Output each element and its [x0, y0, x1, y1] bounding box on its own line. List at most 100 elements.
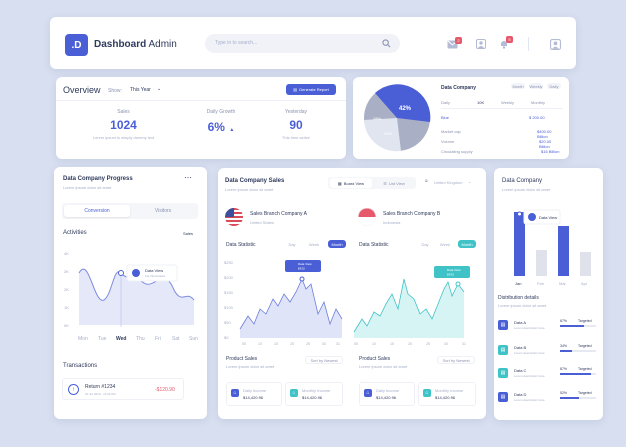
pie-slice-light — [364, 118, 401, 152]
report-icon: ▤ — [293, 87, 297, 92]
transaction-title: Return #1234 — [85, 384, 116, 390]
pie-chart[interactable]: 42% 30% 28% — [359, 80, 437, 156]
bar-apr — [580, 252, 591, 276]
distribution-item[interactable]: ▤ Data C Lorem description here 87% Targ… — [498, 366, 598, 382]
tab-conversion[interactable]: Conversion — [64, 205, 130, 217]
y-tick: 4K — [64, 251, 69, 256]
item-name: Data C — [514, 368, 527, 373]
search-placeholder: Type in to search... — [215, 40, 258, 46]
day-tick: Mon — [78, 336, 88, 342]
item-target: Targeted — [578, 367, 592, 371]
y-tick: $0 — [224, 335, 229, 340]
highlight-point — [118, 270, 124, 276]
income-card[interactable]: ⌂ Daily Income $14,420.96 — [226, 382, 282, 406]
show-select[interactable]: This Year — [130, 87, 151, 93]
th-daily[interactable]: Daily — [441, 100, 450, 105]
home-icon: ⌂ — [364, 389, 372, 397]
x-tick: 05 — [242, 342, 246, 346]
x-tick: 15 — [390, 342, 394, 346]
app-title: Dashboard — [94, 39, 147, 50]
header-bar: .D Dashboard Admin Type in to search... … — [50, 17, 576, 69]
stat-label: Daily Growth — [206, 109, 236, 115]
area-fill — [79, 269, 194, 325]
period-day-b[interactable]: Day — [421, 241, 429, 247]
statistic-chart-a[interactable]: $250 $200 $150 $100 $50 $0 Data View $42… — [218, 254, 352, 346]
progress-card: Data Company Progress Lorem ipsum dolor … — [54, 167, 207, 419]
pill-daily[interactable]: Daily — [547, 83, 561, 89]
search-icon[interactable] — [382, 39, 391, 48]
income-value: $14,420.96 — [435, 395, 456, 400]
list-view-button[interactable]: ☰ List View — [373, 178, 415, 188]
area-fill — [354, 279, 464, 338]
search-input[interactable]: Type in to search... — [205, 34, 400, 53]
period-day-a[interactable]: Day — [288, 241, 296, 247]
y-tick: $100 — [224, 305, 234, 310]
company-a-location: United States — [250, 220, 275, 225]
row-label: Market cap — [441, 129, 461, 134]
item-percent: 67% — [560, 319, 568, 323]
x-tick: 30 — [322, 342, 326, 346]
chevron-down-icon[interactable]: ⌄ — [157, 86, 162, 92]
month-tick: Mar — [559, 281, 567, 286]
day-tick: Fri — [155, 336, 161, 342]
sort-select-a[interactable]: Sort by Newest — [305, 356, 343, 364]
statistic-chart-b[interactable]: Data View $420 05 10 15 20 25 30 31 — [352, 254, 486, 346]
tab-visitors[interactable]: Visitors — [154, 208, 172, 214]
x-tick: 05 — [354, 342, 358, 346]
right-title: Data Company — [502, 178, 543, 184]
progress-track — [560, 397, 596, 399]
period-week-a[interactable]: Week — [308, 241, 320, 247]
transaction-item[interactable]: ↑ Return #1234 20 Jul 2020 - 11:00 AM -$… — [62, 378, 184, 400]
pie-card-title: Data Company — [441, 85, 477, 91]
app-title-suffix: Admin — [148, 39, 177, 50]
pie-row: Volume $20.00 Billion — [441, 139, 563, 149]
pie-row-line — [441, 108, 563, 109]
y-tick: $250 — [224, 260, 234, 265]
divider — [528, 37, 529, 51]
user-icon[interactable] — [476, 39, 486, 49]
item-percent: 87% — [560, 367, 568, 371]
view-toggle: ▦ Board View ☰ List View — [328, 177, 416, 189]
income-card[interactable]: ⌂ Monthly Income $14,420.96 — [418, 382, 476, 406]
chevron-down-icon[interactable]: ⌄ — [468, 179, 472, 184]
x-tick: 31 — [336, 342, 340, 346]
distribution-item[interactable]: ▤ Data D Lorem description here 52% Targ… — [498, 390, 598, 406]
pill-month[interactable]: Month — [511, 83, 525, 89]
generate-report-button[interactable]: ▤ Generate Report — [286, 84, 336, 95]
pill-weekly[interactable]: Weekly — [529, 83, 543, 89]
month-tick: Feb — [537, 281, 545, 286]
stat-desc: This time active — [282, 135, 310, 140]
bell-icon[interactable] — [499, 39, 509, 49]
board-view-button[interactable]: ▦ Board View — [330, 178, 372, 188]
income-card[interactable]: ⌂ Daily Income $14,420.96 — [359, 382, 415, 406]
y-tick: $200 — [224, 275, 234, 280]
x-tick: 20 — [290, 342, 294, 346]
item-target: Targeted — [578, 391, 592, 395]
distribution-item[interactable]: ▤ Data A Lorem description here 67% Targ… — [498, 318, 598, 334]
distribution-subtitle: Lorem ipsum dolor sit amet — [498, 303, 547, 308]
more-icon[interactable]: ⋯ — [184, 173, 192, 182]
tooltip-icon — [132, 269, 140, 277]
activities-chart[interactable]: 4K 3K 2K 1K 0K Data View Far Illuminated — [54, 245, 207, 345]
country-select[interactable]: United Kingdom — [434, 180, 463, 185]
y-tick: 2K — [64, 287, 69, 292]
stat-value: 90 — [289, 118, 303, 132]
right-bar-chart[interactable]: Data View Jan Feb Mar Apr — [494, 202, 603, 290]
period-week-b[interactable]: Week — [439, 241, 451, 247]
logo[interactable]: .D — [65, 34, 88, 56]
profile-avatar-icon[interactable] — [550, 39, 561, 50]
progress-fill — [560, 373, 592, 375]
th-10k[interactable]: 10K — [477, 100, 485, 105]
distribution-item[interactable]: ▤ Data B Lorem description here 34% Targ… — [498, 343, 598, 359]
period-month-a[interactable]: Month — [328, 240, 346, 248]
sort-select-b[interactable]: Sort by Newest — [437, 356, 475, 364]
income-card[interactable]: ⌂ Monthly Income $14,420.96 — [285, 382, 343, 406]
indonesia-flag-icon — [358, 208, 376, 226]
stat-title-a: Data Statistic — [226, 242, 256, 248]
th-monthly[interactable]: Monthly — [531, 100, 546, 105]
period-month-b[interactable]: Month — [458, 240, 476, 248]
transaction-amount: -$120.90 — [155, 387, 175, 393]
pie-card: 42% 30% 28% Data Company Month Weekly Da… — [353, 77, 569, 159]
th-weekly[interactable]: Weekly — [501, 100, 515, 105]
stat-sales: Sales 1024 Lorem ipsum is simply dummy t… — [76, 109, 171, 140]
